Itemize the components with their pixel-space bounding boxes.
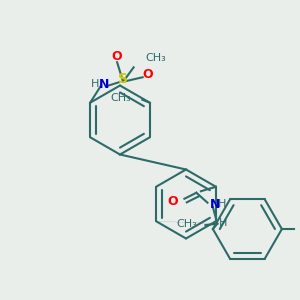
Text: O: O xyxy=(168,195,178,208)
Text: H: H xyxy=(218,199,226,209)
Text: H: H xyxy=(90,79,99,89)
Text: O: O xyxy=(112,50,122,63)
Text: H: H xyxy=(219,218,227,228)
Text: S: S xyxy=(118,72,128,86)
Text: CH₃: CH₃ xyxy=(110,93,131,103)
Text: N: N xyxy=(210,198,220,211)
Text: N: N xyxy=(98,78,109,91)
Text: CH₃: CH₃ xyxy=(146,53,167,63)
Text: O: O xyxy=(143,68,153,81)
Text: CH₃: CH₃ xyxy=(176,219,197,229)
